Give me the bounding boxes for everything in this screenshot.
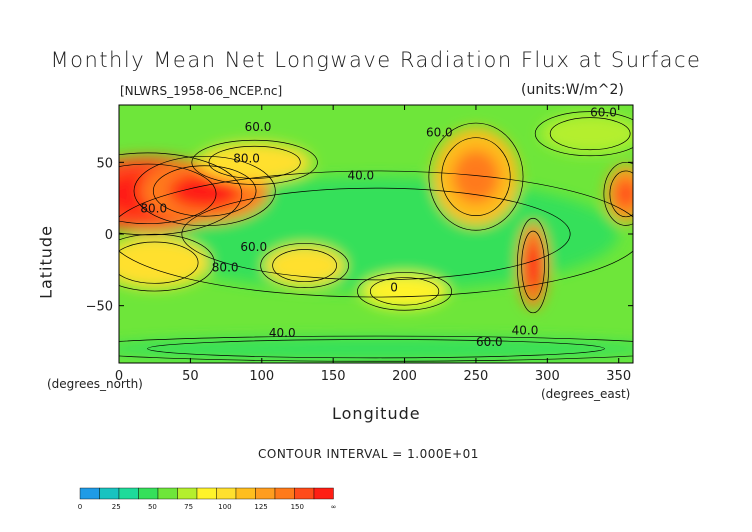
colorbar-swatch xyxy=(138,487,159,500)
x-axis-label: Longitude xyxy=(332,404,421,423)
contour-line xyxy=(119,163,217,225)
colorbar-tick-label: 100 xyxy=(218,503,231,511)
contour-line xyxy=(119,233,215,292)
contour-line xyxy=(609,170,633,218)
contour-label: 80.0 xyxy=(212,260,239,274)
colorbar: 0 25 50 75 100 125 150 ∞ xyxy=(78,487,337,511)
x-tick-label: 100 xyxy=(249,369,274,384)
colorbar-swatch xyxy=(235,487,256,500)
colorbar-swatch xyxy=(255,487,276,500)
x-tick-label: 200 xyxy=(392,369,417,384)
x-tick-label: 50 xyxy=(182,369,199,384)
plot-area xyxy=(119,105,633,363)
contour-line xyxy=(357,272,453,311)
field-region xyxy=(361,274,448,309)
colorbar-swatch xyxy=(157,487,178,500)
colorbar-swatch xyxy=(294,487,315,500)
colorbar-swatch xyxy=(216,487,237,500)
field-region-core xyxy=(614,178,633,210)
contour-label: 40.0 xyxy=(512,323,539,337)
field-region xyxy=(264,245,345,286)
field-region-core xyxy=(525,241,541,290)
colorbar-swatch xyxy=(79,487,100,500)
x-tick-label: 0 xyxy=(115,369,123,384)
contour-line xyxy=(260,243,349,288)
contour-interval: CONTOUR INTERVAL = 1.000E+01 xyxy=(258,447,479,461)
file-label: [NLWRS_1958-06_NCEP.nc] xyxy=(120,84,283,98)
colorbar-tick-label: 25 xyxy=(112,503,121,511)
contour-line xyxy=(441,137,511,217)
x-tick-label: 300 xyxy=(535,369,560,384)
contour-line xyxy=(119,335,633,362)
colorbar-swatch xyxy=(196,487,217,500)
colorbar-swatch xyxy=(99,487,120,500)
contour-label: 60.0 xyxy=(590,105,617,119)
contour-label: 40.0 xyxy=(347,169,374,183)
contour-line xyxy=(603,161,633,226)
contour-line xyxy=(191,139,318,185)
contour-line xyxy=(428,122,524,231)
chart-title: Monthly Mean Net Longwave Radiation Flux… xyxy=(50,48,702,72)
contour-line xyxy=(152,165,257,217)
field-region xyxy=(540,113,633,154)
colorbar-tick-label: ∞ xyxy=(331,503,337,511)
colorbar-tick-label: 75 xyxy=(184,503,193,511)
contour-line xyxy=(549,117,631,151)
contour-label: 40.0 xyxy=(269,326,296,340)
contour-line xyxy=(521,230,545,301)
field-region xyxy=(119,236,209,289)
y-tick-label: 0 xyxy=(105,228,113,243)
colorbar-tick-label: 0 xyxy=(78,503,82,511)
contour-line xyxy=(516,217,550,314)
colorbar-swatch xyxy=(177,487,198,500)
contour-line xyxy=(133,155,276,227)
colorbar-tick-label: 50 xyxy=(148,503,157,511)
units-label: (units:W/m^2) xyxy=(521,82,624,98)
contour-line xyxy=(272,249,337,282)
contour-line xyxy=(208,145,301,179)
x-axis-units: (degrees_east) xyxy=(541,387,631,401)
colorbar-tick-label: 150 xyxy=(291,503,304,511)
x-tick-label: 250 xyxy=(464,369,489,384)
contour-line xyxy=(119,241,199,284)
y-tick-label: 50 xyxy=(96,156,113,171)
contour-label: 60.0 xyxy=(426,126,453,140)
contour-line xyxy=(181,187,571,281)
contour-label: 60.0 xyxy=(245,120,272,134)
contour-label: 0 xyxy=(390,280,398,294)
x-tick-label: 350 xyxy=(606,369,631,384)
y-tick-label: −50 xyxy=(86,300,113,315)
contour-label: 80.0 xyxy=(233,151,260,165)
contour-label: 60.0 xyxy=(476,335,503,349)
contour-label: 60.0 xyxy=(240,240,267,254)
colorbar-tick-label: 125 xyxy=(254,503,267,511)
contour-line xyxy=(119,152,243,236)
contour-line xyxy=(147,339,605,359)
colorbar-swatch xyxy=(313,487,334,500)
x-tick-label: 150 xyxy=(321,369,346,384)
contour-line xyxy=(534,111,633,157)
contour-line xyxy=(119,170,633,298)
field-region-core xyxy=(452,149,500,204)
contour-label: 80.0 xyxy=(140,202,167,216)
y-axis-units: (degrees_north) xyxy=(47,377,143,391)
field-region xyxy=(197,142,312,183)
field-region xyxy=(119,337,633,361)
contour-line xyxy=(369,277,440,306)
colorbar-swatch xyxy=(118,487,139,500)
colorbar-swatch xyxy=(274,487,295,500)
